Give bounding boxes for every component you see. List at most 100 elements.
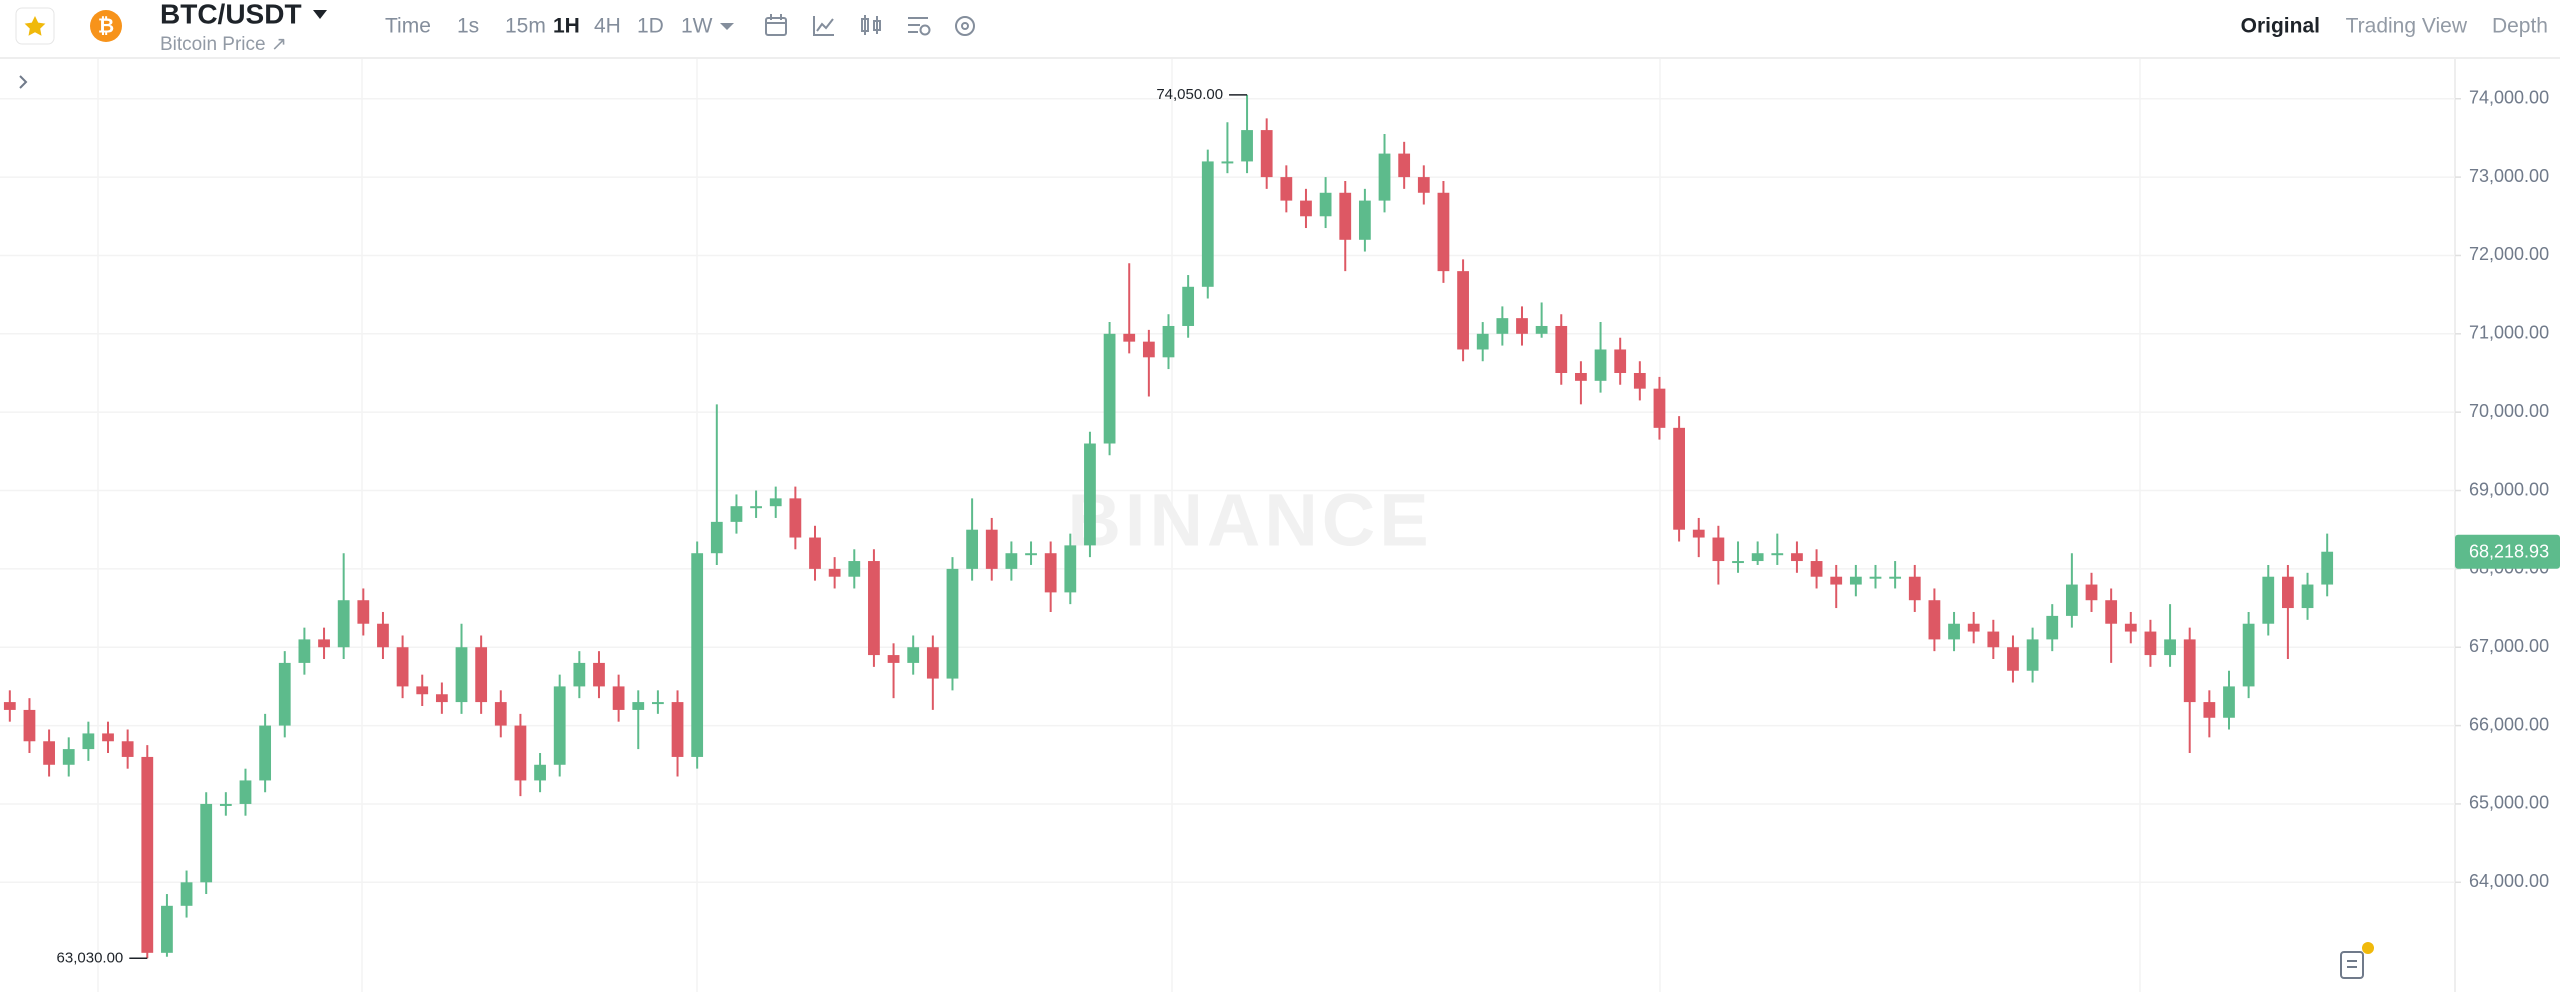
candle-body <box>985 529 998 569</box>
candle-body <box>1908 576 1921 601</box>
candle-body <box>357 600 370 624</box>
candle-body <box>1339 192 1352 240</box>
candle-body <box>1673 427 1685 530</box>
favorite-button[interactable] <box>15 7 55 45</box>
coin-symbol: ₿ <box>98 15 114 37</box>
candle-body <box>1241 130 1253 162</box>
candle-body <box>1967 623 1980 632</box>
candle-body <box>514 725 527 781</box>
candle-body <box>534 764 546 781</box>
candle-body <box>1142 341 1155 358</box>
candle-body <box>2301 584 2314 609</box>
candle-body <box>494 702 507 726</box>
interval-tab[interactable]: 15m <box>505 15 546 38</box>
candle-body <box>1260 130 1273 178</box>
candle-body <box>2026 639 2039 671</box>
interval-tab[interactable]: Time <box>385 15 431 38</box>
candle-body <box>62 749 75 765</box>
candle-icon[interactable] <box>861 15 881 35</box>
y-tick-label: 70,000.00 <box>2469 401 2549 421</box>
candle-body <box>887 655 900 663</box>
candle-body <box>612 686 625 710</box>
view-tab[interactable]: Depth <box>2492 15 2548 38</box>
pair-dropdown[interactable] <box>313 10 327 19</box>
candle-body <box>1928 600 1941 640</box>
candle-body <box>907 647 920 663</box>
line-icon[interactable] <box>813 16 834 36</box>
y-tick-label: 74,000.00 <box>2469 87 2549 107</box>
candle-body <box>2124 623 2137 632</box>
candle-body <box>1319 192 1332 217</box>
candle-body <box>455 647 468 703</box>
candle-body <box>573 662 586 687</box>
candle-body <box>691 553 704 757</box>
star-icon <box>24 16 46 36</box>
candle-body <box>1987 631 2000 648</box>
last-price-label: 68,218.93 <box>2469 541 2549 561</box>
view-tab[interactable]: Original <box>2241 15 2320 38</box>
interval-tab[interactable]: 1s <box>457 15 479 38</box>
candle-body <box>161 905 173 953</box>
gear-icon[interactable] <box>955 16 975 36</box>
candle-body <box>2164 639 2176 656</box>
y-tick-label: 69,000.00 <box>2469 479 2549 499</box>
interval-tab[interactable]: 1D <box>637 15 664 38</box>
pair-title[interactable]: BTC/USDT <box>160 0 302 29</box>
settings-list-icon[interactable] <box>908 17 931 36</box>
candle-body <box>180 882 193 906</box>
interval-tab[interactable]: 4H <box>594 15 621 38</box>
view-tab[interactable]: Trading View <box>2346 15 2468 38</box>
candle-body <box>43 741 55 765</box>
candle-body <box>1044 553 1057 593</box>
y-tick-label: 64,000.00 <box>2469 871 2549 891</box>
candle-body <box>396 647 409 687</box>
candle-body <box>2085 584 2098 601</box>
candle-body <box>2282 576 2294 609</box>
notes-icon <box>2340 951 2364 979</box>
candle-body <box>278 662 291 726</box>
candle-body <box>102 733 114 742</box>
pair-subtitle[interactable]: Bitcoin Price ↗ <box>160 34 287 55</box>
candle-body <box>926 647 939 679</box>
candle-body <box>200 803 213 883</box>
candle-body <box>2105 600 2118 624</box>
candle-body <box>1182 286 1195 326</box>
interval-bar: Time 1s 15m 1H 4H 1D 1W <box>385 15 713 38</box>
candle-body <box>1496 318 1509 334</box>
candle-body <box>652 702 664 705</box>
chart: 64,000.0065,000.0066,000.0067,000.0068,0… <box>0 86 2560 966</box>
candle-body <box>2183 639 2196 703</box>
candle-body <box>1535 325 1548 334</box>
interval-tab[interactable]: 1H <box>553 15 580 38</box>
more-intervals[interactable] <box>720 23 734 30</box>
candle-body <box>1889 576 1902 579</box>
candle-body <box>946 568 959 679</box>
candle-body <box>416 686 429 695</box>
candle-body <box>1791 553 1803 562</box>
candle-body <box>750 506 762 509</box>
y-tick-label: 67,000.00 <box>2469 636 2549 656</box>
candle-body <box>1280 177 1293 201</box>
interval-tab[interactable]: 1W <box>681 15 713 38</box>
candle-body <box>259 725 272 781</box>
candle-body <box>2242 623 2255 687</box>
candle-body <box>1005 553 1018 569</box>
candle-body <box>141 756 154 953</box>
candle-body <box>1123 333 1136 342</box>
candle-body <box>2321 551 2334 585</box>
extreme-label: 74,050.00 <box>1156 86 1223 103</box>
candle-body <box>1516 318 1528 334</box>
candle-body <box>1201 161 1214 287</box>
candle-body <box>966 529 979 569</box>
indicator-icon[interactable] <box>765 14 787 36</box>
expand-chevron[interactable] <box>19 75 28 89</box>
candle-body <box>1358 200 1371 240</box>
candle-body <box>1810 561 1823 577</box>
candle-body <box>2203 702 2216 718</box>
notes-button[interactable] <box>2340 942 2374 979</box>
candle-body <box>789 498 802 538</box>
candle-body <box>868 561 880 656</box>
candle-body <box>1476 333 1489 350</box>
